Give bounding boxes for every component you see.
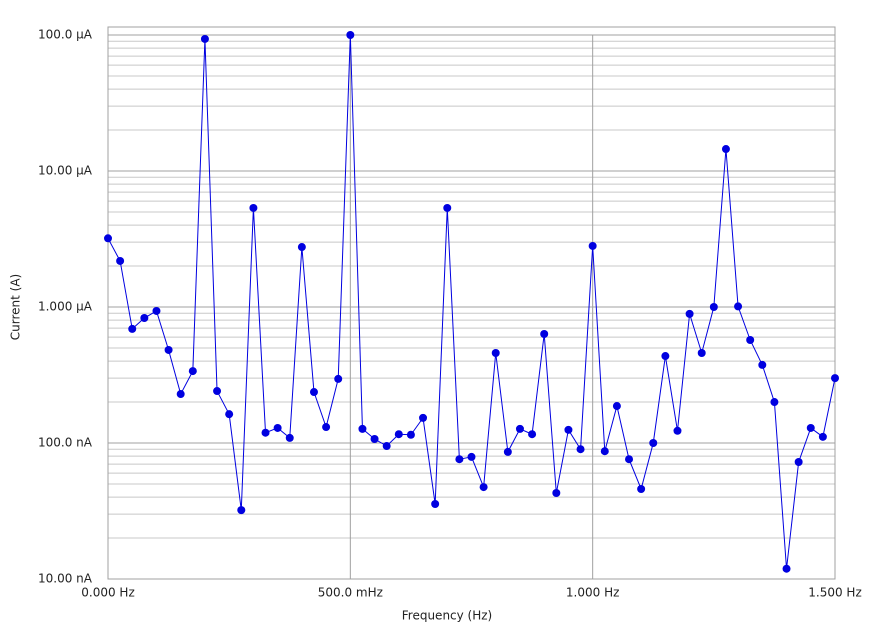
y-tick-label: 100.0 µA — [38, 28, 93, 42]
data-point — [152, 306, 161, 315]
data-point — [406, 430, 415, 439]
data-point — [370, 435, 379, 444]
data-point — [273, 423, 282, 432]
data-point — [237, 506, 246, 515]
x-tick-label: 0.000 Hz — [81, 586, 135, 600]
data-point — [782, 564, 791, 573]
data-point — [225, 410, 234, 419]
data-point — [515, 424, 524, 433]
y-tick-label: 100.0 nA — [38, 436, 93, 450]
data-point — [528, 430, 537, 439]
data-point — [697, 348, 706, 357]
data-point — [200, 34, 209, 43]
data-point — [794, 457, 803, 466]
data-point — [746, 335, 755, 344]
data-point — [770, 398, 779, 407]
data-point — [382, 442, 391, 451]
data-point — [297, 243, 306, 252]
y-tick-label: 10.00 µA — [38, 164, 93, 178]
data-point — [467, 452, 476, 461]
data-point — [600, 447, 609, 456]
data-point — [552, 488, 561, 497]
data-point — [443, 203, 452, 212]
y-tick-label: 10.00 nA — [38, 572, 93, 586]
data-point — [818, 432, 827, 441]
data-point — [625, 455, 634, 464]
data-point — [358, 424, 367, 433]
data-point — [346, 31, 355, 39]
x-axis-title: Frequency (Hz) — [402, 609, 493, 623]
data-point — [213, 387, 222, 396]
y-axis-title: Current (A) — [9, 274, 23, 340]
data-point — [649, 439, 658, 447]
data-point — [455, 455, 464, 464]
x-tick-label: 1.000 Hz — [566, 586, 620, 600]
data-point — [128, 324, 137, 333]
data-point — [334, 374, 343, 383]
data-point — [540, 330, 549, 339]
data-point — [831, 374, 839, 383]
data-point — [709, 303, 718, 311]
data-point — [309, 388, 318, 397]
x-tick-label: 500.0 mHz — [318, 586, 383, 600]
data-point — [104, 234, 112, 243]
data-point — [176, 390, 185, 399]
data-point — [758, 360, 767, 369]
data-point — [734, 302, 743, 311]
plot-frame — [107, 26, 836, 580]
data-point — [479, 483, 488, 492]
data-point — [431, 500, 440, 509]
data-point — [721, 145, 730, 154]
data-point — [576, 445, 585, 454]
data-point — [503, 447, 512, 456]
data-point — [673, 426, 682, 435]
data-point — [285, 433, 294, 442]
data-point — [116, 256, 125, 265]
data-point — [322, 423, 331, 432]
data-point — [637, 484, 646, 493]
data-point — [140, 314, 149, 323]
data-point — [164, 345, 173, 354]
data-point — [249, 203, 258, 212]
data-point — [588, 241, 597, 250]
data-point — [564, 425, 573, 434]
data-point — [261, 428, 270, 437]
y-tick-label: 1.000 µA — [38, 300, 93, 314]
data-point — [188, 367, 197, 376]
data-point — [661, 352, 670, 361]
data-point — [491, 348, 500, 357]
data-point — [806, 423, 815, 432]
data-point — [612, 402, 621, 411]
data-point — [685, 309, 694, 318]
data-point — [419, 413, 428, 422]
x-tick-label: 1.500 Hz — [808, 586, 862, 600]
data-point — [394, 430, 403, 439]
